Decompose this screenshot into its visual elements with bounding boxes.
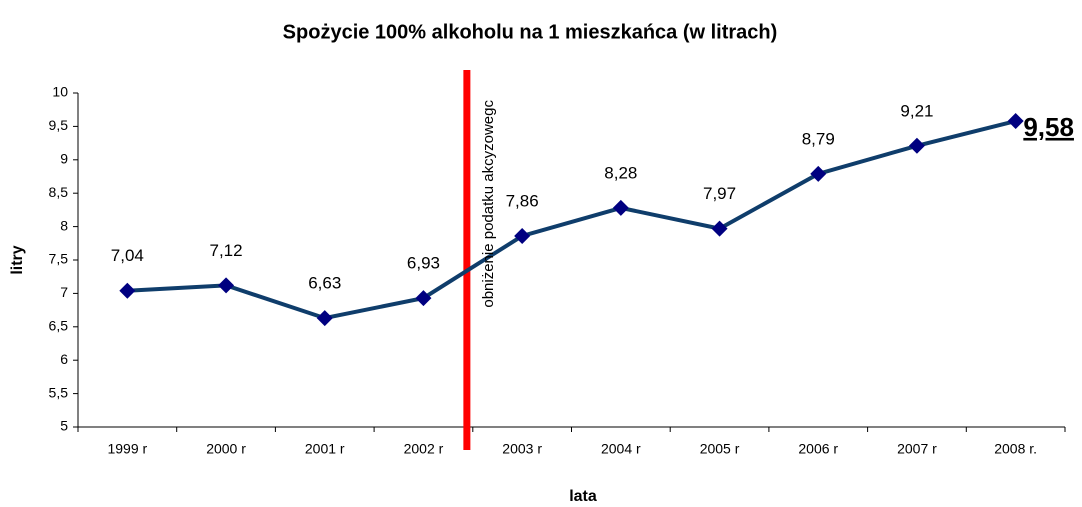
data-label: 7,86 [506,191,539,210]
x-tick-label: 2003 r [502,441,542,457]
y-tick-label: 7,5 [49,251,69,267]
data-label: 9,21 [900,101,933,120]
y-tick-label: 10 [52,84,68,100]
data-label: 6,93 [407,254,440,273]
x-axis-label: lata [569,488,597,505]
x-tick-label: 2002 r [404,441,444,457]
point-marker [514,227,531,244]
data-label: 8,28 [604,163,637,182]
y-tick-label: 6 [60,351,68,367]
x-tick-label: 2000 r [206,441,246,457]
data-label: 9,58 [1023,112,1074,142]
y-tick-label: 5,5 [49,384,69,400]
annotation-text: obniżenie podatku akcyzowegc [480,100,497,308]
data-label: 7,12 [210,241,243,260]
point-marker [218,277,235,294]
data-label: 7,04 [111,246,144,265]
data-label: 8,79 [802,129,835,148]
x-tick-label: 2001 r [305,441,345,457]
y-tick-label: 8 [60,217,68,233]
y-tick-label: 7 [60,284,68,300]
y-tick-label: 9,5 [49,117,69,133]
x-tick-label: 2007 r [897,441,937,457]
y-tick-label: 8,5 [49,184,69,200]
point-marker [810,165,827,182]
x-tick-label: 2008 r. [994,441,1037,457]
point-marker [316,310,333,327]
y-tick-label: 6,5 [49,318,69,334]
data-label: 6,63 [308,274,341,293]
x-tick-label: 1999 r [107,441,147,457]
x-tick-label: 2006 r [798,441,838,457]
point-marker [415,290,432,307]
y-axis-label: litry [9,245,26,274]
point-marker [1007,113,1024,130]
point-marker [612,199,629,216]
y-tick-label: 9 [60,151,68,167]
point-marker [908,137,925,154]
x-tick-label: 2005 r [700,441,740,457]
point-marker [711,220,728,237]
y-tick-label: 5 [60,418,68,434]
point-marker [119,282,136,299]
x-tick-label: 2004 r [601,441,641,457]
chart-title: Spożycie 100% alkoholu na 1 mieszkańca (… [283,21,778,43]
series-line [127,119,1017,321]
data-label: 7,97 [703,184,736,203]
